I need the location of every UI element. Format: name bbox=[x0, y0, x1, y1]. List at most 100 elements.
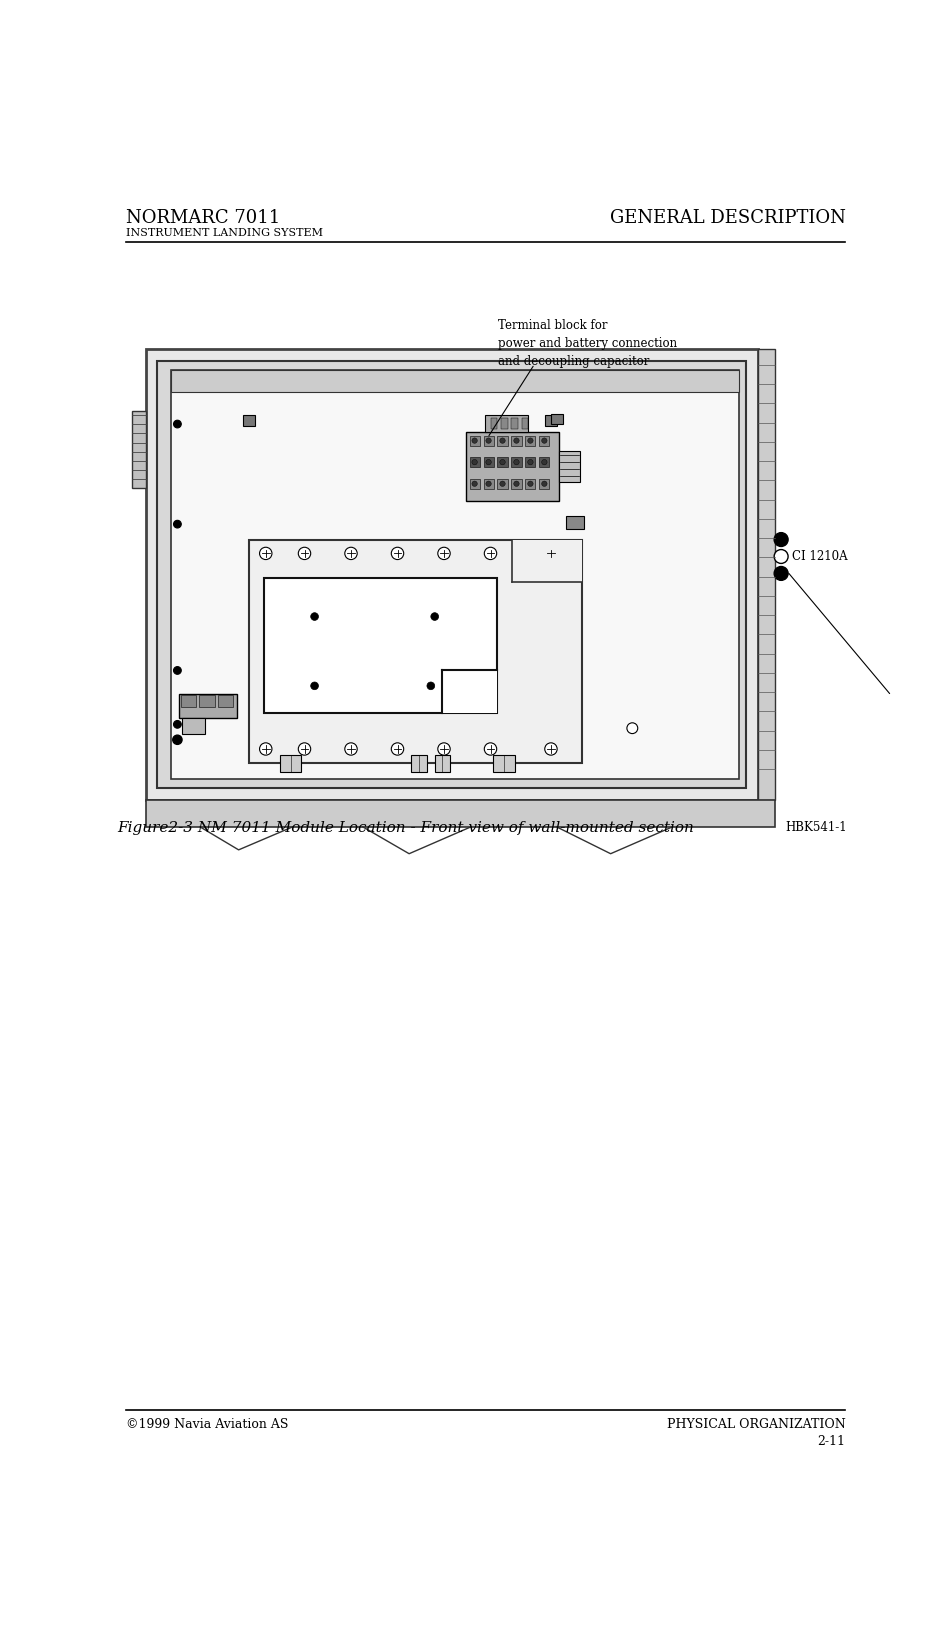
Circle shape bbox=[528, 459, 533, 466]
Circle shape bbox=[775, 567, 788, 580]
Circle shape bbox=[260, 742, 272, 755]
Circle shape bbox=[500, 438, 505, 443]
Bar bbox=[483, 436, 494, 446]
Circle shape bbox=[514, 459, 520, 466]
Circle shape bbox=[392, 547, 404, 560]
Bar bbox=[511, 436, 521, 446]
Bar bbox=[511, 418, 518, 428]
Circle shape bbox=[541, 480, 547, 487]
Bar bbox=[498, 457, 507, 467]
Bar bbox=[512, 539, 582, 581]
Bar bbox=[443, 671, 497, 713]
Circle shape bbox=[514, 480, 520, 487]
Bar bbox=[146, 350, 757, 799]
Circle shape bbox=[541, 438, 547, 443]
Bar bbox=[525, 436, 536, 446]
Circle shape bbox=[173, 721, 181, 728]
Bar bbox=[551, 414, 563, 423]
Bar bbox=[511, 457, 521, 467]
Circle shape bbox=[627, 723, 638, 734]
Text: NORMARC 7011: NORMARC 7011 bbox=[126, 210, 281, 228]
Circle shape bbox=[173, 666, 181, 674]
Bar bbox=[539, 479, 550, 488]
Bar bbox=[218, 695, 233, 708]
Circle shape bbox=[472, 438, 478, 443]
Bar bbox=[182, 718, 206, 734]
Bar bbox=[199, 695, 214, 708]
Bar bbox=[545, 415, 557, 425]
Text: HBK541-1: HBK541-1 bbox=[786, 821, 848, 834]
Bar bbox=[558, 451, 580, 482]
Bar bbox=[469, 457, 480, 467]
Circle shape bbox=[472, 480, 478, 487]
Bar bbox=[485, 415, 528, 431]
Circle shape bbox=[528, 438, 533, 443]
Circle shape bbox=[485, 438, 491, 443]
Bar bbox=[498, 436, 507, 446]
Bar bbox=[243, 415, 255, 425]
Bar bbox=[501, 418, 507, 428]
Bar bbox=[493, 755, 515, 772]
Text: ©1999 Navia Aviation AS: ©1999 Navia Aviation AS bbox=[126, 1418, 288, 1431]
Bar bbox=[483, 457, 494, 467]
Text: Terminal block for
power and battery connection
and decoupling capacitor: Terminal block for power and battery con… bbox=[499, 319, 678, 368]
Circle shape bbox=[345, 547, 357, 560]
Bar bbox=[521, 418, 528, 428]
Bar bbox=[469, 479, 480, 488]
Circle shape bbox=[472, 459, 478, 466]
Bar bbox=[172, 370, 738, 780]
Text: 2-11: 2-11 bbox=[817, 1434, 846, 1447]
Circle shape bbox=[392, 742, 404, 755]
Text: INSTRUMENT LANDING SYSTEM: INSTRUMENT LANDING SYSTEM bbox=[126, 228, 323, 238]
Circle shape bbox=[775, 550, 788, 563]
Bar bbox=[248, 539, 582, 764]
Circle shape bbox=[311, 612, 319, 620]
Bar bbox=[498, 479, 507, 488]
Circle shape bbox=[173, 521, 181, 527]
Circle shape bbox=[430, 612, 439, 620]
Bar bbox=[525, 479, 536, 488]
Bar bbox=[491, 418, 498, 428]
Circle shape bbox=[299, 547, 311, 560]
Bar bbox=[180, 695, 196, 708]
Circle shape bbox=[260, 547, 272, 560]
Circle shape bbox=[438, 547, 450, 560]
Bar bbox=[757, 350, 775, 799]
Text: PHYSICAL ORGANIZATION: PHYSICAL ORGANIZATION bbox=[666, 1418, 846, 1431]
Bar bbox=[539, 457, 550, 467]
Circle shape bbox=[438, 742, 450, 755]
Bar bbox=[157, 361, 746, 788]
Circle shape bbox=[545, 742, 557, 755]
Circle shape bbox=[484, 547, 497, 560]
Circle shape bbox=[500, 459, 505, 466]
Circle shape bbox=[484, 742, 497, 755]
Bar bbox=[567, 516, 584, 529]
Bar bbox=[469, 436, 480, 446]
Circle shape bbox=[345, 742, 357, 755]
Bar bbox=[172, 370, 738, 392]
Bar bbox=[179, 694, 237, 718]
Circle shape bbox=[775, 532, 788, 547]
Bar bbox=[264, 578, 497, 713]
Bar bbox=[146, 799, 775, 827]
Circle shape bbox=[173, 420, 181, 428]
Circle shape bbox=[500, 480, 505, 487]
Bar bbox=[525, 457, 536, 467]
Bar bbox=[465, 431, 558, 501]
Bar bbox=[483, 479, 494, 488]
Circle shape bbox=[311, 682, 319, 690]
Circle shape bbox=[514, 438, 520, 443]
Text: CI 1210A: CI 1210A bbox=[792, 550, 848, 563]
Circle shape bbox=[545, 547, 557, 560]
Bar bbox=[435, 755, 450, 772]
Circle shape bbox=[485, 480, 491, 487]
Text: GENERAL DESCRIPTION: GENERAL DESCRIPTION bbox=[610, 210, 846, 228]
Circle shape bbox=[541, 459, 547, 466]
Circle shape bbox=[485, 459, 491, 466]
Bar bbox=[511, 479, 521, 488]
Circle shape bbox=[528, 480, 533, 487]
Circle shape bbox=[299, 742, 311, 755]
Circle shape bbox=[427, 682, 435, 690]
Bar bbox=[411, 755, 427, 772]
Text: Figure2-3 NM 7011 Module Location - Front view of wall-mounted section: Figure2-3 NM 7011 Module Location - Fron… bbox=[117, 821, 694, 835]
